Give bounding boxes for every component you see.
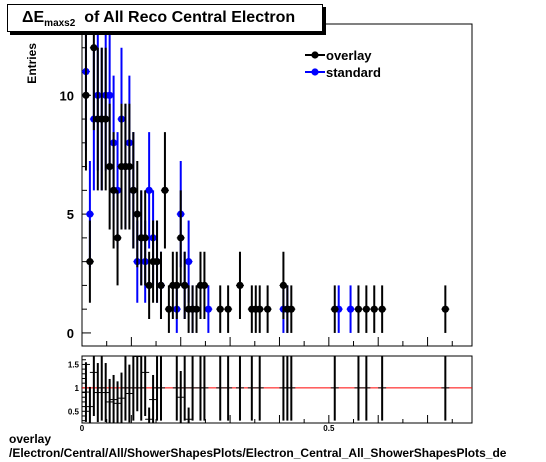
overlay-point — [441, 305, 449, 313]
main-plot-area: 0 5 10 Entries — [25, 23, 473, 347]
legend-marker — [311, 51, 319, 59]
y-tick-label: 0 — [67, 326, 74, 341]
overlay-point — [161, 186, 169, 194]
ratio-frame — [81, 355, 473, 424]
overlay-point — [279, 281, 288, 290]
overlay-point — [86, 258, 94, 266]
overlay-point — [224, 305, 232, 313]
overlay-point — [129, 186, 137, 194]
overlay-point — [141, 234, 149, 242]
overlay-point — [133, 210, 141, 218]
legend: overlay standard — [305, 48, 381, 80]
overlay-point — [370, 305, 378, 313]
overlay-point — [216, 305, 224, 313]
footer-line-1: overlay — [9, 432, 52, 446]
standard-point — [185, 258, 193, 266]
overlay-point — [362, 305, 370, 313]
overlay-point — [109, 186, 118, 194]
overlay-point — [106, 162, 114, 171]
overlay-point — [125, 162, 133, 171]
ratio-x-tick-label: 0.5 — [323, 424, 335, 433]
footer-path: overlay /Electron/Central/All/ShowerShap… — [9, 432, 506, 460]
standard-point — [204, 305, 212, 313]
overlay-point — [173, 281, 181, 290]
overlay-point — [192, 305, 201, 313]
y-tick-label: 10 — [60, 88, 74, 103]
overlay-point — [354, 305, 363, 313]
legend-label: standard — [326, 65, 381, 80]
overlay-point — [181, 281, 189, 290]
legend-marker — [311, 68, 319, 76]
ratio-y-tick-label: 0.5 — [68, 407, 80, 416]
overlay-point — [90, 44, 98, 52]
standard-point — [346, 305, 355, 313]
overlay-point — [113, 234, 122, 242]
chart-title: ΔEmaxs2 of All Reco Central Electron — [22, 9, 296, 29]
overlay-point — [287, 305, 295, 313]
title-box: ΔEmaxs2 of All Reco Central Electron — [7, 4, 323, 32]
ratio-y-tick-label: 1.5 — [68, 360, 80, 369]
overlay-point — [264, 305, 272, 313]
overlay-point — [165, 305, 173, 313]
overlay-point — [153, 258, 161, 266]
overlay-point — [331, 305, 339, 313]
overlay-point — [378, 305, 386, 313]
overlay-point — [236, 281, 244, 290]
ratio-plot-area: 0.511.50 0.5 — [68, 355, 473, 433]
standard-point — [86, 210, 94, 218]
overlay-point — [200, 281, 209, 290]
overlay-point — [102, 115, 110, 123]
y-axis-label: Entries — [25, 43, 39, 84]
footer-line-2: /Electron/Central/All/ShowerShapesPlots/… — [9, 446, 507, 460]
standard-point — [106, 91, 114, 99]
y-tick-label: 5 — [67, 207, 74, 222]
overlay-point — [82, 91, 90, 99]
main-frame — [81, 23, 473, 347]
ratio-y-tick-label: 1 — [75, 384, 80, 393]
overlay-point — [145, 281, 153, 290]
overlay-point — [177, 234, 185, 242]
overlay-point — [256, 305, 264, 313]
ratio-x-tick-label: 0 — [80, 424, 85, 433]
overlay-point — [157, 281, 165, 290]
standard-point — [145, 186, 153, 194]
legend-label: overlay — [326, 48, 372, 63]
